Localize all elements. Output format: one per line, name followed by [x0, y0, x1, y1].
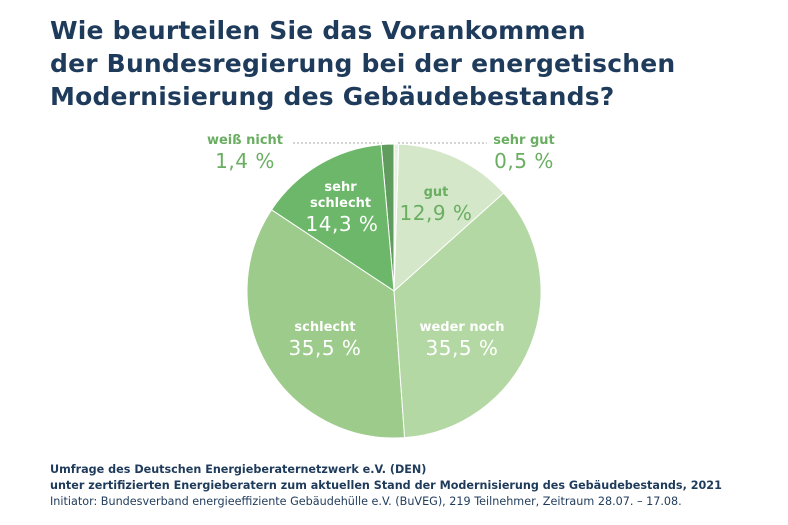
slice-label-weiss-nicht: weiß nicht 1,4 % — [207, 133, 283, 173]
slice-value: 0,5 % — [494, 149, 554, 173]
slice-value: 1,4 % — [215, 149, 275, 173]
slice-value: 35,5 % — [288, 336, 362, 360]
slice-name: weiß nicht — [206, 133, 284, 148]
footer-initiator: Initiator: Bundesverband energieeffizien… — [50, 495, 682, 508]
pie-slice-gut — [393, 143, 505, 293]
pie-slice-sehr-gut — [393, 143, 400, 292]
pie-slice-schlecht — [246, 209, 406, 439]
pie-slice-weder-noch — [393, 192, 542, 439]
title-line: Wie beurteilen Sie das Vorankommen — [50, 16, 586, 45]
footer: Umfrage des Deutschen Energieberaternetz… — [50, 462, 722, 510]
pie-slice-sehr-schlecht — [270, 144, 395, 292]
slice-value: 35,5 % — [425, 336, 499, 360]
slice-label-weder-noch: weder noch 35,5 % — [419, 320, 504, 360]
slice-name: weder noch — [419, 320, 505, 335]
slice-name: sehr gut — [493, 133, 555, 148]
chart-title: Wie beurteilen Sie das Vorankommen der B… — [50, 14, 770, 113]
slice-value: 14,3 % — [305, 212, 379, 236]
slice-label-gut: gut 12,9 % — [400, 185, 473, 225]
footer-source: Umfrage des Deutschen Energieberaternetz… — [50, 463, 427, 476]
slice-name: gut — [423, 185, 449, 200]
title-line: der Bundesregierung bei der energetische… — [50, 49, 676, 78]
slice-label-schlecht: schlecht 35,5 % — [289, 320, 362, 360]
slice-name: schlecht — [294, 320, 356, 335]
title-line: Modernisierung des Gebäudebestands? — [50, 82, 615, 111]
slice-label-sehr-gut: sehr gut 0,5 % — [493, 133, 555, 173]
slice-label-sehr-schlecht: sehr schlecht 14,3 % — [306, 180, 379, 236]
slice-value: 12,9 % — [399, 201, 473, 225]
footer-subject: unter zertifizierten Energieberatern zum… — [50, 479, 722, 492]
slice-name: sehr schlecht — [309, 180, 372, 211]
